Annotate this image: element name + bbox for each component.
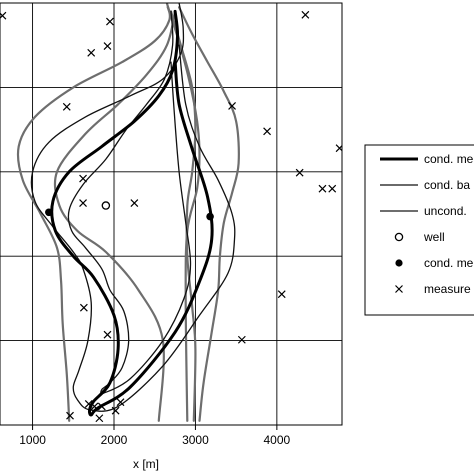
legend-entry-cond-mean-line: cond. me [380,152,474,166]
legend-label: measure [424,282,471,296]
legend: cond. me cond. ba uncond. well cond. me … [364,144,474,316]
measurement-point [263,127,272,136]
measurement-point [103,42,112,50]
measurement-point [318,184,327,193]
series-line-cond-mean [50,9,214,417]
measurement-point [301,10,310,19]
legend-entry-cond-band: cond. ba [380,178,470,192]
measurement-point [62,102,71,111]
legend-entry-measurement: measure [395,282,471,296]
measurement-point [106,17,114,26]
series-line-cond-band-inner [67,10,192,395]
legend-swatch-open-circle [394,232,404,242]
series-line-uncond-outer [16,3,172,422]
measurement-point [79,174,87,183]
legend-swatch-filled-circle [395,259,403,267]
measurement-point [79,199,87,207]
measurement-point [97,402,106,411]
measurement-point [111,406,120,415]
legend-label: well [423,230,445,244]
series-line-uncond-outer [178,6,240,422]
measurement-point [116,398,125,407]
well-point [101,201,111,210]
measurement-point [130,199,139,207]
series-line-uncond-inner [166,6,201,422]
plot-frame [0,2,343,426]
x-axis-title: x [m] [133,457,159,471]
measurement-point [295,168,304,177]
legend-label: cond. me [424,152,474,166]
measurement-point [328,184,337,193]
legend-box [364,144,474,316]
series-line-cond-band-outer [30,3,236,412]
x-tick-label: 4000 [264,433,291,447]
measurement-point [237,335,246,344]
measurement-point [66,411,74,420]
cond-mean-point [45,208,53,217]
cond-mean-point [206,212,214,221]
markers [0,10,342,423]
legend-label: uncond. [424,204,467,218]
legend-entry-uncond: uncond. [380,204,467,218]
legend-label: cond. me [424,256,474,270]
plot-area [16,3,240,422]
legend-swatch-cross [395,285,403,293]
measurement-point [90,402,99,411]
measurement-point [79,303,88,312]
measurement-point [84,399,93,408]
series-line-uncond-inner [169,10,197,422]
x-tick-label: 1000 [19,433,46,447]
legend-entry-cond-mean-point: cond. me [395,256,474,270]
measurement-point [228,102,236,110]
measurement-point [95,414,104,423]
legend-entry-well: well [394,230,445,244]
x-tick-label: 3000 [182,433,209,447]
x-axis-ticks: 1000 2000 3000 4000 [19,425,291,447]
x-tick-label: 2000 [101,433,128,447]
measurement-point [87,48,96,57]
legend-label: cond. ba [424,178,470,192]
measurement-point [0,11,7,20]
series-line-uncond-inner [53,10,177,422]
measurement-point [277,290,286,299]
measurement-point [103,330,112,339]
